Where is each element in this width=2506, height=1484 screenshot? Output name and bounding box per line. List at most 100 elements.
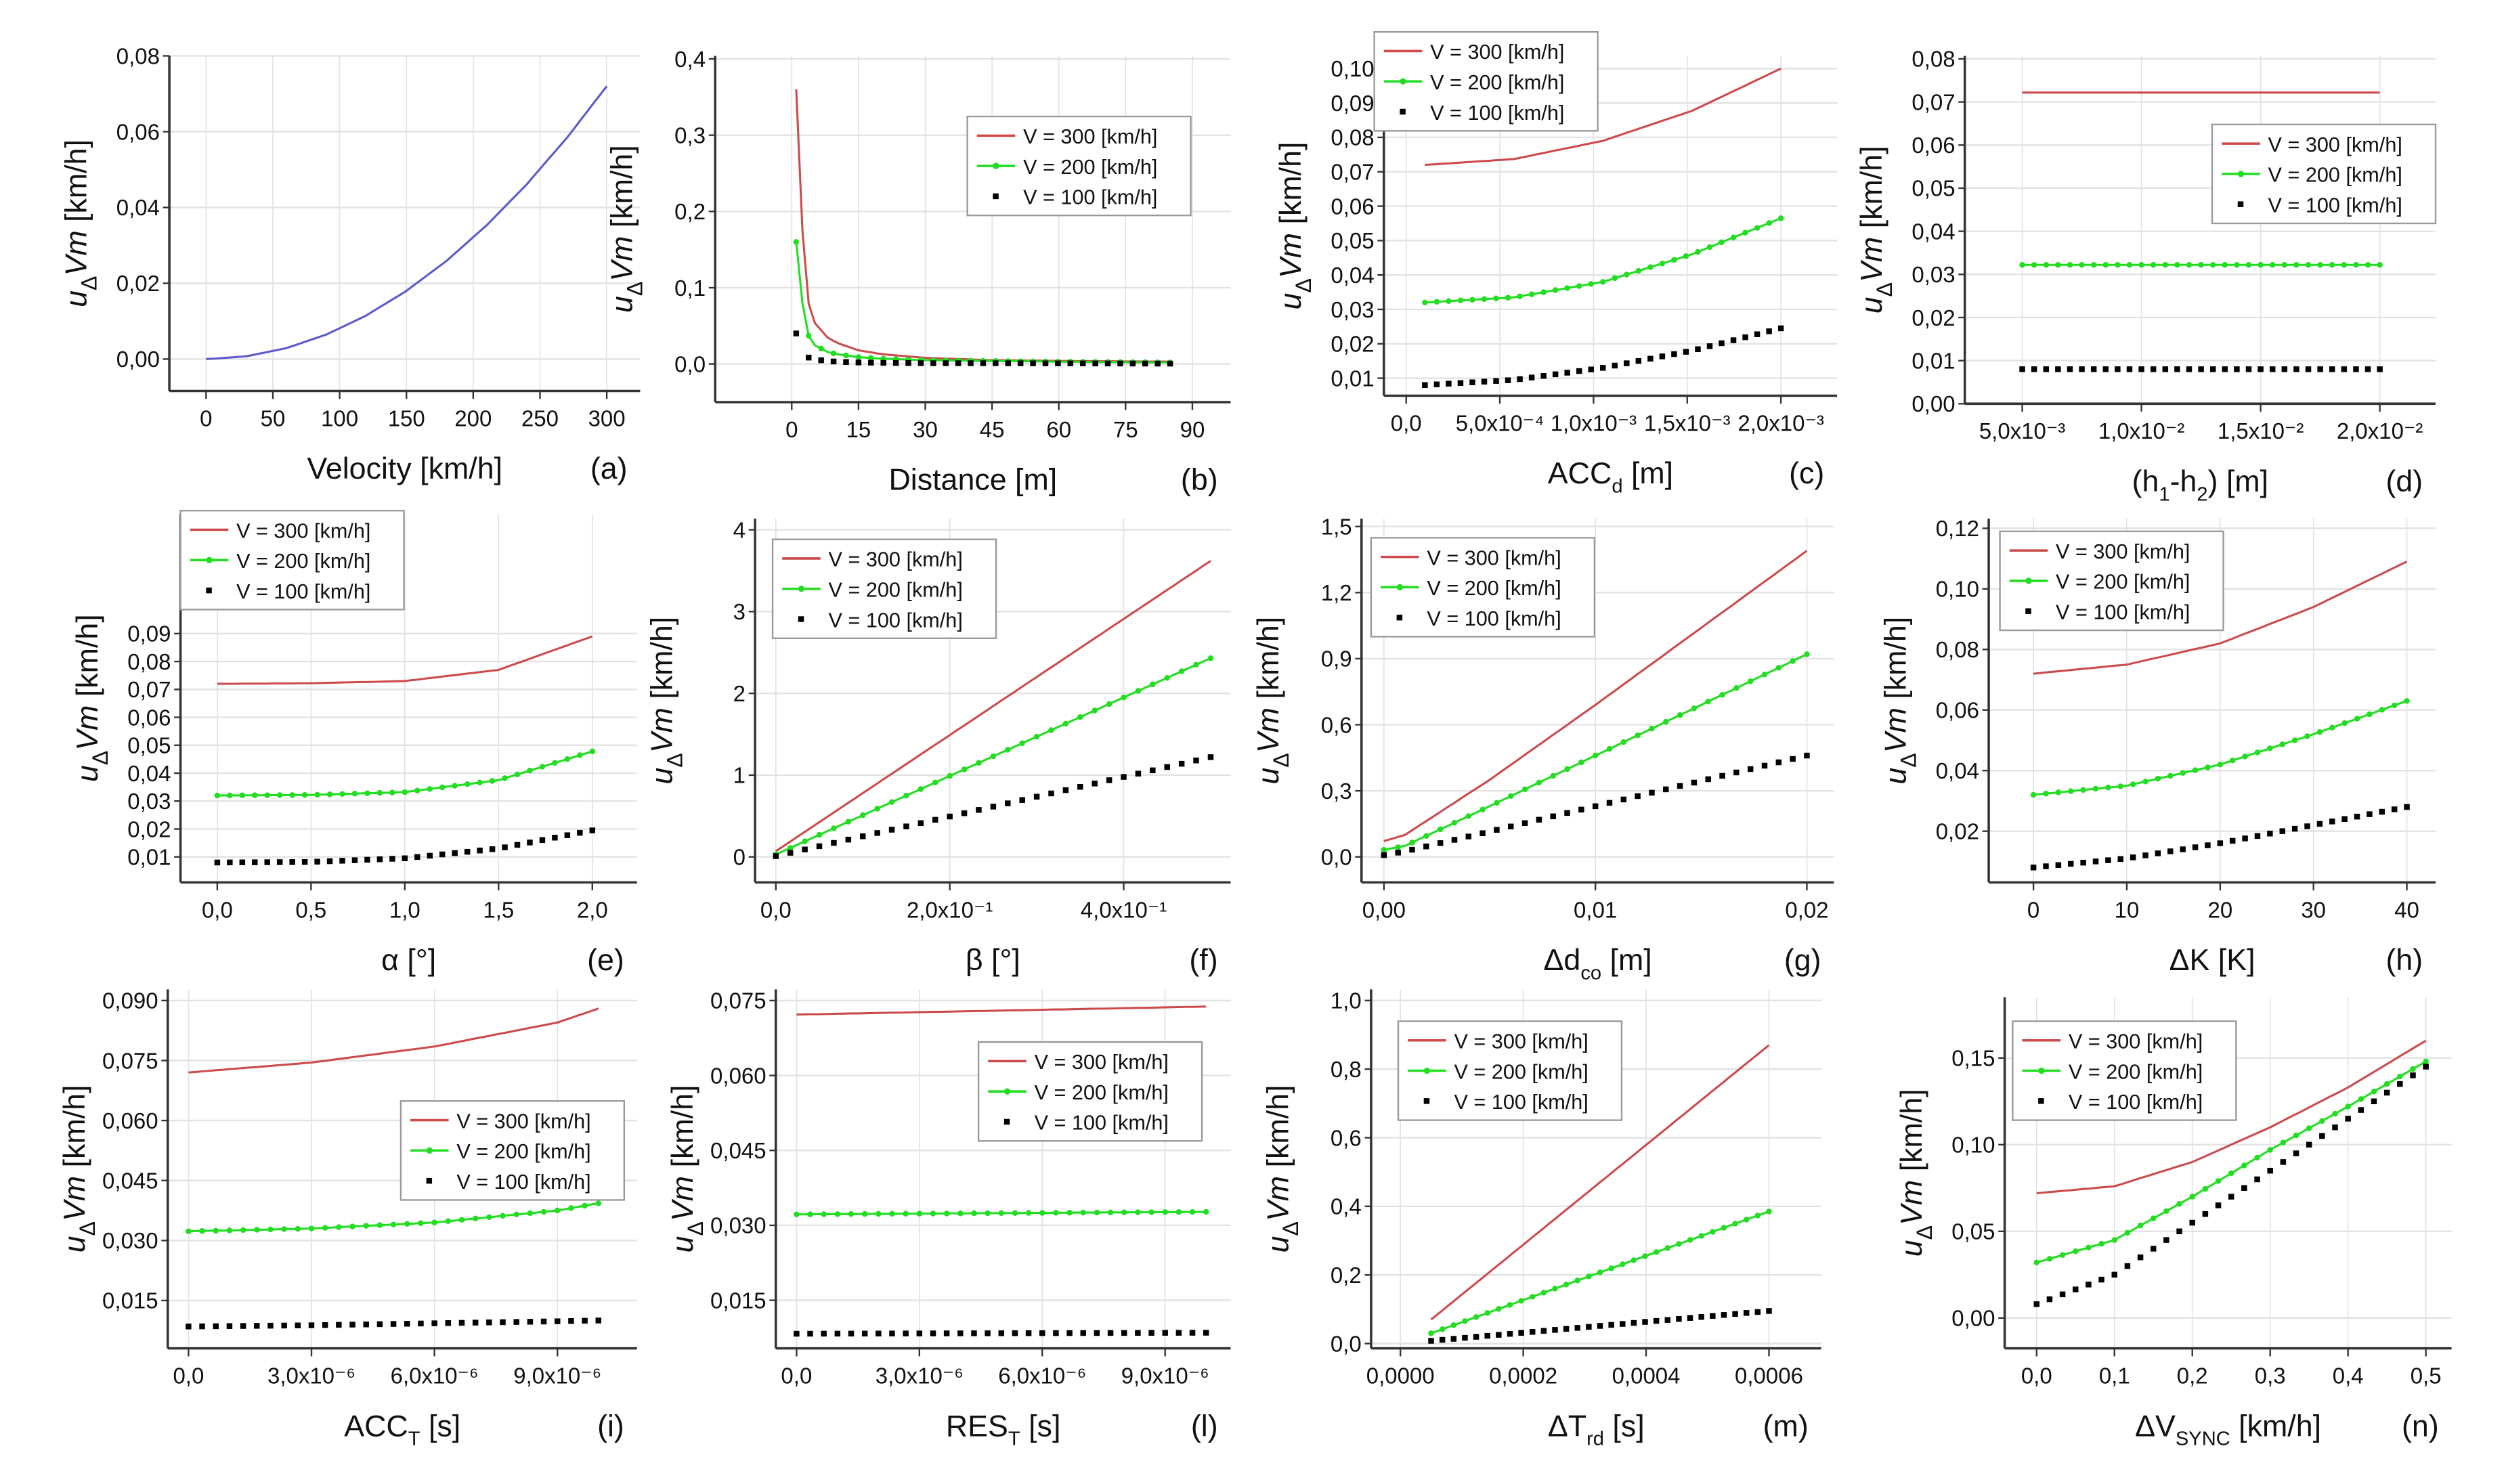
data-point <box>2245 366 2252 372</box>
data-point <box>1025 1330 1032 1336</box>
data-point <box>1649 789 1655 796</box>
x-tick-label: 1,0 <box>389 897 420 922</box>
y-tick-label: 0,2 <box>1331 1263 1362 1288</box>
data-point <box>186 1324 192 1330</box>
data-point <box>1521 820 1528 827</box>
data-point <box>2293 1132 2299 1139</box>
data-point <box>1612 362 1618 369</box>
data-point <box>1395 844 1401 850</box>
data-point <box>1048 727 1054 733</box>
data-point <box>1062 720 1069 727</box>
data-point <box>1552 287 1559 293</box>
data-point <box>1766 328 1772 334</box>
label-part: β [°] <box>966 943 1020 977</box>
y-tick-label: 0 <box>733 845 746 870</box>
data-point <box>1706 343 1713 349</box>
data-point <box>1053 1210 1059 1216</box>
data-point <box>1479 830 1486 836</box>
data-point <box>1030 360 1036 366</box>
data-point <box>2229 837 2236 844</box>
data-point <box>1719 340 1725 347</box>
data-point <box>1550 813 1556 820</box>
data-point <box>568 1205 574 1211</box>
x-tick-label: 9,0x10⁻⁶ <box>1121 1363 1209 1389</box>
y-tick-label: 0,8 <box>1331 1057 1362 1082</box>
data-point <box>431 1219 437 1225</box>
data-point <box>2130 854 2136 860</box>
data-point <box>971 1330 977 1336</box>
data-point <box>888 827 895 833</box>
data-point <box>1683 253 1689 259</box>
data-point <box>2174 262 2180 268</box>
data-point <box>2150 366 2157 372</box>
subscript: Δ <box>1269 753 1293 767</box>
data-point <box>582 1202 588 1209</box>
y-tick-label: 0,10 <box>1951 1133 1995 1158</box>
data-point <box>2059 1252 2066 1259</box>
x-tick-label: 75 <box>1113 417 1138 442</box>
data-point <box>1550 772 1556 779</box>
data-point <box>1162 1330 1168 1336</box>
data-point <box>2033 1259 2040 1266</box>
data-point <box>2186 366 2192 372</box>
data-point <box>568 1318 574 1324</box>
x-tick-label: 15 <box>846 417 871 442</box>
x-tick-label: 2,0 <box>577 897 608 922</box>
y-axis-label: uΔVm [km/h] <box>1261 1085 1303 1253</box>
label-part: u <box>1855 297 1888 313</box>
subscript: Δ <box>1291 278 1316 292</box>
data-point <box>2341 720 2348 726</box>
data-point <box>1494 827 1500 833</box>
x-tick-label: 5,0x10⁻³ <box>1979 418 2065 443</box>
data-point <box>2209 262 2216 268</box>
y-tick-label: 0,07 <box>1331 160 1374 185</box>
data-point <box>445 1218 452 1225</box>
data-point <box>1540 289 1547 295</box>
data-point <box>1552 1286 1558 1292</box>
data-point <box>2079 262 2085 268</box>
label-part: α [°] <box>381 943 436 977</box>
data-point <box>213 1227 219 1234</box>
legend-dot-icon <box>1396 614 1403 621</box>
series-v100 <box>186 1317 602 1330</box>
data-point <box>1178 668 1185 674</box>
data-point <box>917 820 924 827</box>
data-point <box>2241 1185 2247 1192</box>
data-point <box>1730 337 1737 343</box>
series-v300 <box>2036 1039 2427 1195</box>
data-point <box>376 1321 383 1328</box>
data-point <box>830 350 837 357</box>
data-point <box>226 1323 233 1329</box>
data-point <box>1528 291 1535 297</box>
data-point <box>2345 1104 2351 1110</box>
data-point <box>1012 1330 1018 1336</box>
data-point <box>1754 225 1760 231</box>
x-tick-label: 150 <box>388 406 425 431</box>
data-point <box>1663 718 1669 725</box>
data-point <box>1439 1336 1446 1343</box>
series-v100 <box>2033 1064 2429 1307</box>
data-point <box>1743 1310 1750 1316</box>
data-point <box>1469 297 1475 303</box>
label-part: [km/h] <box>1274 142 1308 233</box>
data-point <box>1092 707 1098 714</box>
data-point <box>2215 1202 2222 1208</box>
legend-label: V = 100 [km/h] <box>2056 601 2190 624</box>
series-v200 <box>186 1200 602 1234</box>
legend-label: V = 200 [km/h] <box>2056 571 2190 594</box>
data-point <box>2079 366 2085 372</box>
label-part: [km/h] <box>605 145 639 236</box>
y-axis-label: uΔVm [km/h] <box>1879 617 1921 785</box>
data-point <box>1055 360 1061 366</box>
data-point <box>2150 262 2157 268</box>
data-point <box>404 1321 410 1327</box>
data-point <box>500 1213 506 1219</box>
data-point <box>1777 215 1784 221</box>
x-axis-label: ΔVSYNC [km/h] <box>2135 1409 2321 1449</box>
label-part: Vm <box>666 1176 699 1221</box>
subscript: Δ <box>75 1221 100 1236</box>
legend: V = 300 [km/h] V = 200 [km/h] V = 100 [km/… <box>1397 1020 1623 1121</box>
data-point <box>2055 862 2062 869</box>
y-tick-label: 0,07 <box>1911 89 1955 114</box>
panel-letter: (i) <box>597 1409 624 1443</box>
